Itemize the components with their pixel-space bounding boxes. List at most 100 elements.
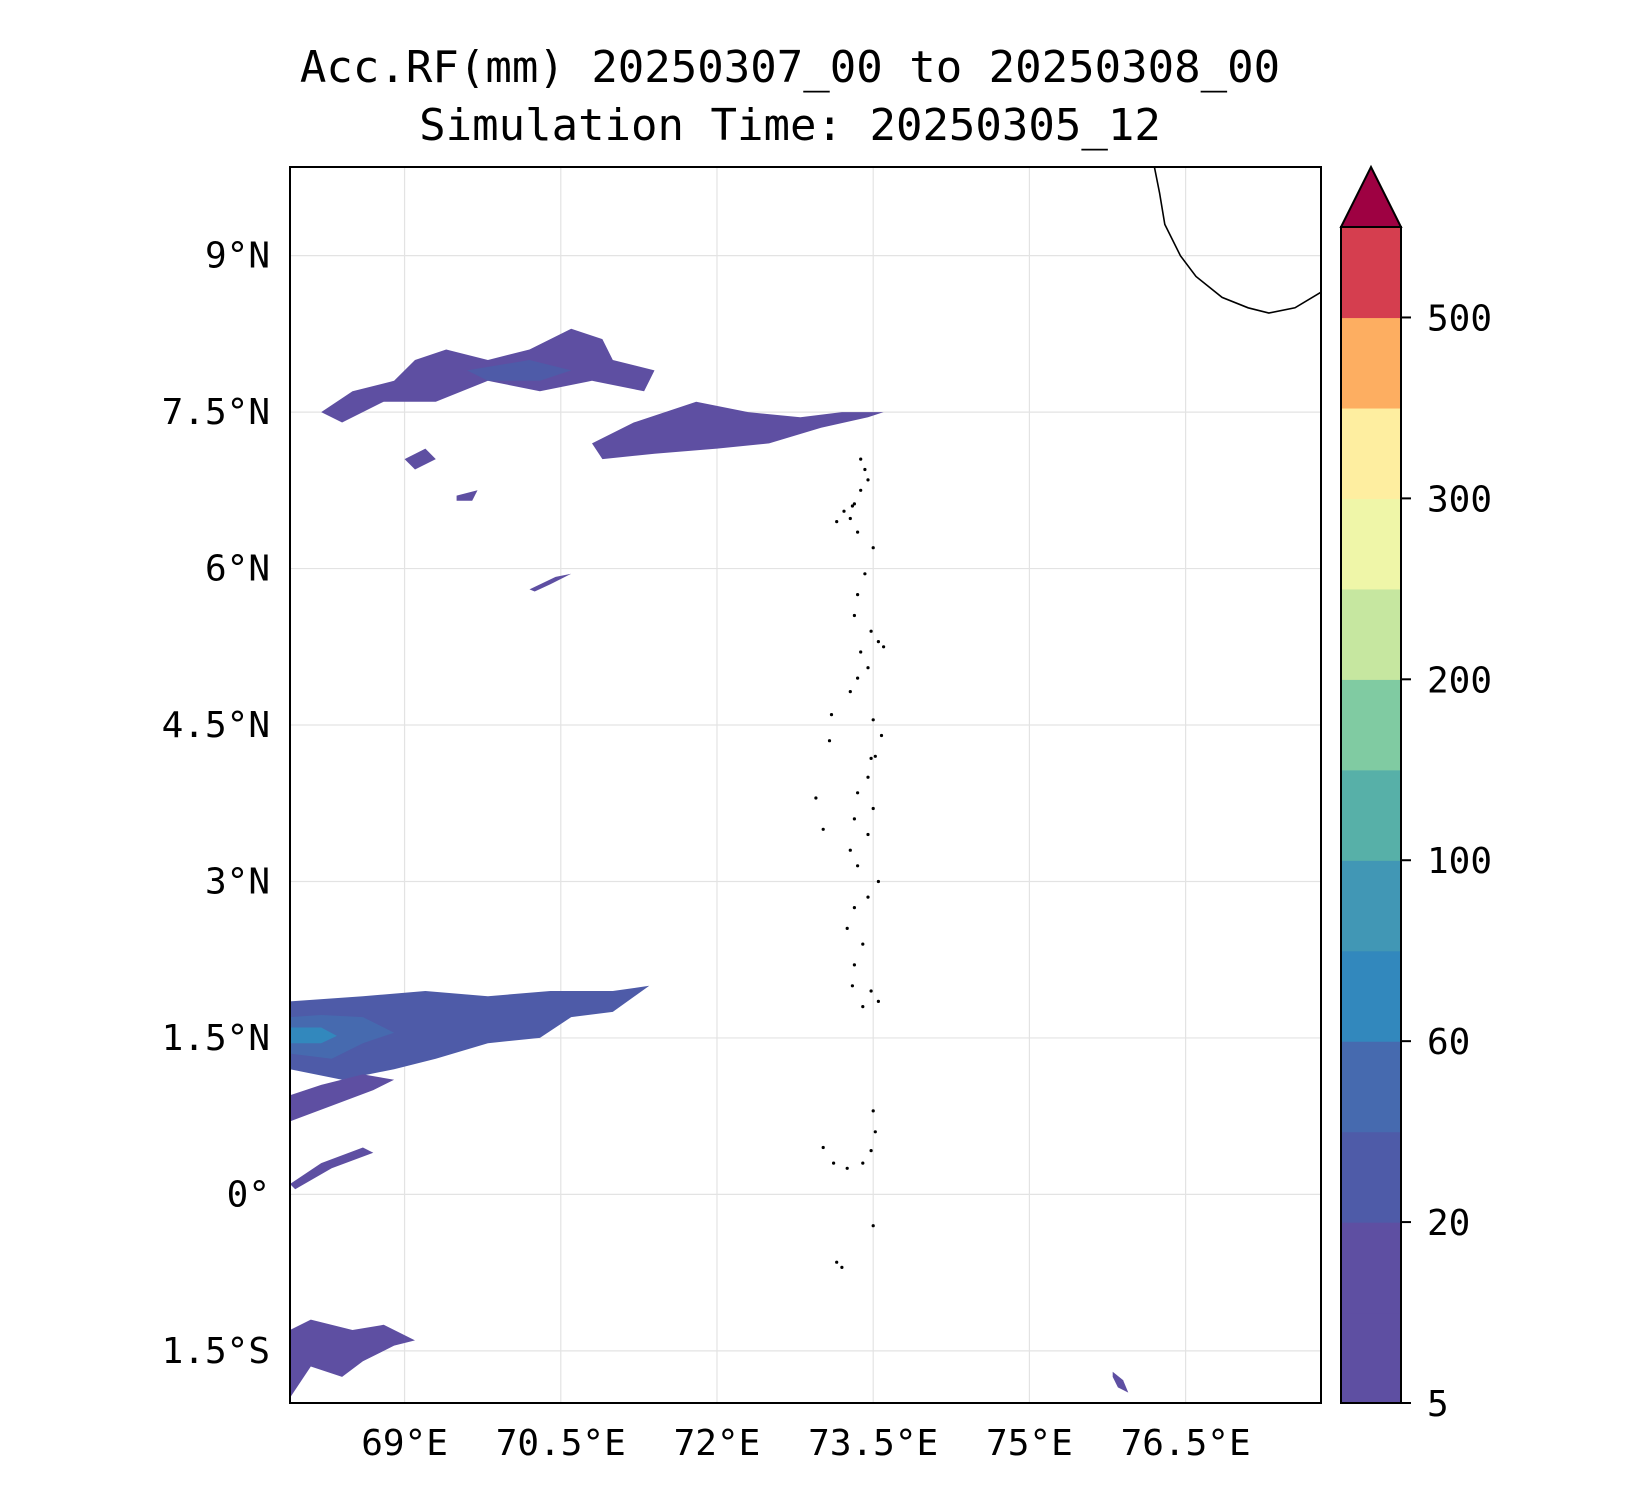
atoll-dot <box>861 1005 865 1009</box>
atoll-dot <box>848 516 852 521</box>
colorbar-segment <box>1341 317 1401 409</box>
colorbar-segment <box>1341 769 1401 861</box>
rain-region-cell-south <box>290 1319 415 1398</box>
lat-tick-label: 7.5°N <box>162 392 270 433</box>
chart-subtitle: Simulation Time: 20250305_12 <box>419 100 1161 151</box>
atoll-dot <box>852 817 857 821</box>
atoll-dot <box>852 502 857 506</box>
atoll-dot <box>850 984 855 988</box>
lat-tick-label: 1.5°N <box>162 1018 270 1059</box>
atoll-dot <box>869 1149 873 1153</box>
lon-tick-label: 70.5°E <box>496 1423 626 1464</box>
colorbar-segment <box>1341 588 1401 680</box>
atoll-dot <box>827 739 832 743</box>
colorbar-segment <box>1341 1041 1401 1133</box>
axis-tick-labels: 69°E 70.5°E 72°E 73.5°E 75°E 76.5°E 9°N 7.5°N 6°… <box>162 236 1251 1464</box>
atoll-dot <box>871 1109 875 1113</box>
colorbar-segment <box>1341 407 1401 499</box>
atoll-dot <box>835 520 839 524</box>
atoll-dot <box>821 1145 825 1150</box>
lon-tick-label: 76.5°E <box>1121 1423 1251 1464</box>
atoll-dot <box>866 832 870 837</box>
lat-tick-label: 9°N <box>205 236 270 277</box>
lat-tick-label: 3°N <box>205 861 270 902</box>
atoll-dot <box>863 572 867 576</box>
rain-region-cell-south-east <box>1112 1371 1129 1393</box>
colorbar-tick-label: 5 <box>1427 1384 1449 1425</box>
lat-tick-label: 6°N <box>205 549 270 590</box>
atoll-dot <box>866 666 870 670</box>
rain-region-cell-equator <box>290 1147 374 1190</box>
atoll-dot <box>869 756 873 761</box>
atoll-dot <box>866 775 870 779</box>
lon-tick-label: 73.5°E <box>808 1423 938 1464</box>
colorbar-tick-label: 500 <box>1427 298 1492 339</box>
chart-title: Acc.RF(mm) 20250307_00 to 20250308_00 <box>299 42 1281 93</box>
rain-region-cell-north-small-2 <box>456 490 478 501</box>
rain-contours <box>290 328 1129 1398</box>
rain-region-band-south-tail <box>290 1074 395 1122</box>
atoll-dot <box>869 989 873 993</box>
colorbar-extend-arrow <box>1339 164 1403 228</box>
coastline-india <box>1153 166 1322 314</box>
atoll-dot <box>863 467 867 472</box>
colorbar-tick-label: 60 <box>1427 1022 1470 1063</box>
rain-region-band-south-core-1 <box>290 1015 395 1059</box>
atoll-dot <box>859 488 863 492</box>
atoll-dot <box>876 999 881 1004</box>
atoll-dot <box>840 1265 844 1269</box>
atoll-dot <box>871 1224 875 1228</box>
atoll-dot <box>869 629 873 633</box>
atoll-dot <box>876 879 881 884</box>
atoll-dot <box>873 1130 877 1134</box>
colorbar-segment <box>1341 1312 1401 1404</box>
atoll-dot <box>829 713 834 717</box>
rain-region-band-south <box>290 985 650 1080</box>
atoll-dot <box>842 509 846 513</box>
atoll-dot <box>852 613 857 618</box>
atoll-dot <box>852 906 857 910</box>
atoll-dot <box>873 754 877 758</box>
rain-region-cell-mid <box>529 573 572 592</box>
atoll-dot <box>859 457 863 461</box>
colorbar-segment <box>1341 1131 1401 1223</box>
colorbar-tick-label: 300 <box>1427 479 1492 520</box>
atoll-dot <box>859 650 863 654</box>
atoll-dot <box>848 848 852 852</box>
atoll-dot <box>871 546 875 550</box>
colorbar-segment <box>1341 679 1401 771</box>
lon-tick-label: 69°E <box>361 1423 448 1464</box>
atoll-dot <box>852 963 857 967</box>
atoll-dot <box>856 864 860 868</box>
colorbar-segment <box>1341 950 1401 1042</box>
atoll-dot <box>871 806 875 811</box>
colorbar-tick-label: 20 <box>1427 1203 1470 1244</box>
atoll-dot <box>861 942 865 946</box>
atoll-dot <box>866 478 870 482</box>
colorbar-frame <box>1340 226 1402 1404</box>
atoll-dot <box>814 796 818 800</box>
atoll-dot <box>856 530 860 534</box>
atoll-dot <box>832 1161 836 1165</box>
colorbar-tick-label: 100 <box>1427 841 1492 882</box>
lat-tick-label: 4.5°N <box>162 705 270 746</box>
lon-tick-label: 75°E <box>986 1423 1073 1464</box>
atoll-dot <box>861 1161 865 1165</box>
atoll-dot <box>879 733 884 738</box>
atoll-dot <box>871 718 875 722</box>
atoll-dot <box>876 640 881 644</box>
atoll-dot <box>850 504 855 508</box>
map-gridlines <box>290 167 1321 1403</box>
atoll-dot <box>856 676 860 680</box>
lat-tick-label: 0° <box>227 1174 270 1215</box>
lon-tick-label: 72°E <box>674 1423 761 1464</box>
atoll-dot <box>845 1166 849 1170</box>
rain-region-band-north-core <box>467 360 572 381</box>
atoll-dot <box>856 593 860 597</box>
atoll-dot <box>882 645 886 649</box>
rain-region-cell-north-small-1 <box>404 448 436 470</box>
coastlines <box>814 166 1322 1269</box>
atoll-dot <box>866 895 870 899</box>
atoll-dot <box>856 791 860 795</box>
